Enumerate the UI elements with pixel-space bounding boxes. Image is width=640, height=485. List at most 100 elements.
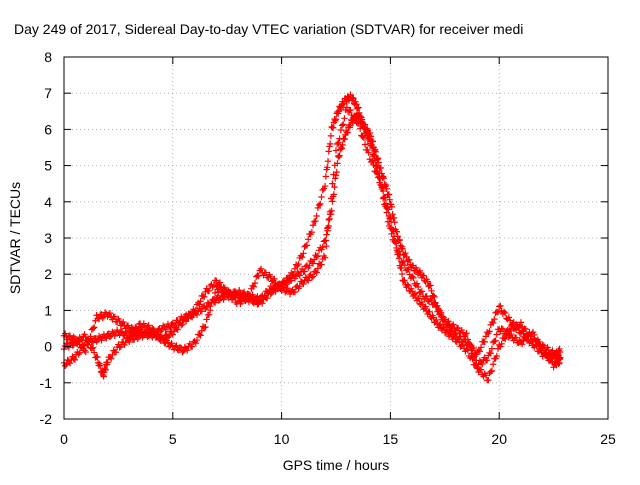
data-point — [450, 321, 457, 328]
data-point — [196, 331, 203, 338]
data-point — [331, 183, 338, 191]
y-tick-label: 0 — [44, 339, 52, 355]
data-point — [415, 283, 422, 291]
data-point — [146, 327, 154, 334]
data-point — [369, 144, 376, 152]
data-point — [481, 338, 488, 346]
data-point — [488, 345, 496, 352]
data-point — [420, 272, 427, 279]
data-point — [267, 290, 274, 298]
data-point — [397, 242, 404, 249]
data-point — [492, 337, 499, 344]
data-point — [393, 244, 400, 252]
y-tick-label: 6 — [44, 121, 52, 137]
data-point — [493, 331, 500, 338]
data-point — [207, 307, 214, 314]
y-tick-label: 7 — [44, 85, 52, 101]
y-axis-label: SDTVAR / TECUs — [7, 182, 23, 294]
data-point — [113, 326, 121, 334]
data-point — [329, 180, 336, 187]
data-point — [78, 337, 86, 344]
data-point — [215, 297, 222, 304]
data-point — [179, 348, 186, 356]
data-point — [193, 311, 201, 319]
data-point — [236, 286, 243, 294]
data-point — [426, 308, 433, 316]
data-point — [309, 260, 317, 267]
data-point — [326, 140, 334, 148]
data-point — [482, 372, 490, 379]
data-point — [360, 121, 367, 129]
data-point — [304, 277, 312, 284]
data-point — [327, 132, 335, 140]
data-point — [326, 208, 334, 216]
data-point — [317, 200, 324, 208]
data-point — [360, 134, 368, 141]
data-point — [313, 212, 320, 220]
data-point — [535, 340, 543, 348]
data-point — [377, 164, 385, 172]
data-point — [529, 328, 537, 336]
data-point — [436, 321, 443, 329]
data-point — [330, 171, 337, 178]
data-point — [487, 368, 494, 375]
data-point — [97, 362, 104, 370]
data-point — [329, 124, 337, 132]
data-point — [336, 152, 343, 159]
data-point — [263, 295, 271, 302]
data-point — [296, 272, 303, 279]
data-point — [375, 174, 382, 181]
data-point — [365, 149, 372, 156]
y-tick-label: 4 — [44, 194, 52, 210]
data-point — [322, 237, 330, 244]
y-tick-label: 2 — [44, 266, 52, 282]
data-point — [138, 324, 145, 331]
data-point — [250, 283, 257, 290]
data-point — [330, 191, 338, 198]
data-point — [145, 322, 152, 329]
data-point — [556, 355, 564, 362]
data-point — [464, 346, 471, 354]
data-point — [203, 303, 210, 311]
data-point — [226, 288, 233, 296]
data-point — [76, 349, 83, 356]
data-point — [402, 250, 409, 257]
data-point — [262, 269, 270, 276]
data-point — [62, 330, 69, 337]
data-point — [321, 254, 329, 261]
data-point — [385, 191, 393, 198]
data-point — [401, 262, 409, 269]
data-point — [84, 335, 92, 342]
data-point — [231, 294, 238, 301]
data-point — [130, 336, 138, 343]
data-point — [502, 309, 509, 317]
data-point — [70, 355, 77, 362]
data-point — [319, 186, 326, 194]
data-point — [343, 104, 351, 111]
data-point — [312, 217, 319, 225]
data-point — [251, 279, 259, 287]
data-point — [203, 316, 210, 323]
data-point — [221, 286, 228, 293]
data-point — [340, 121, 347, 128]
x-tick-label: 15 — [383, 431, 399, 447]
data-point — [106, 333, 114, 341]
data-point — [103, 335, 110, 342]
data-point — [428, 287, 435, 295]
data-point — [533, 337, 540, 345]
data-point — [257, 265, 265, 273]
data-point — [477, 344, 485, 351]
data-point — [184, 347, 191, 354]
data-point — [352, 113, 359, 121]
data-point — [314, 204, 322, 212]
data-point — [199, 292, 207, 300]
data-point — [410, 274, 417, 282]
data-point — [324, 157, 332, 165]
data-point — [308, 228, 316, 236]
data-point — [133, 326, 140, 334]
x-tick-label: 5 — [169, 431, 177, 447]
data-point — [267, 273, 274, 280]
data-point — [489, 361, 497, 368]
data-point — [311, 218, 318, 225]
data-point — [464, 336, 471, 343]
